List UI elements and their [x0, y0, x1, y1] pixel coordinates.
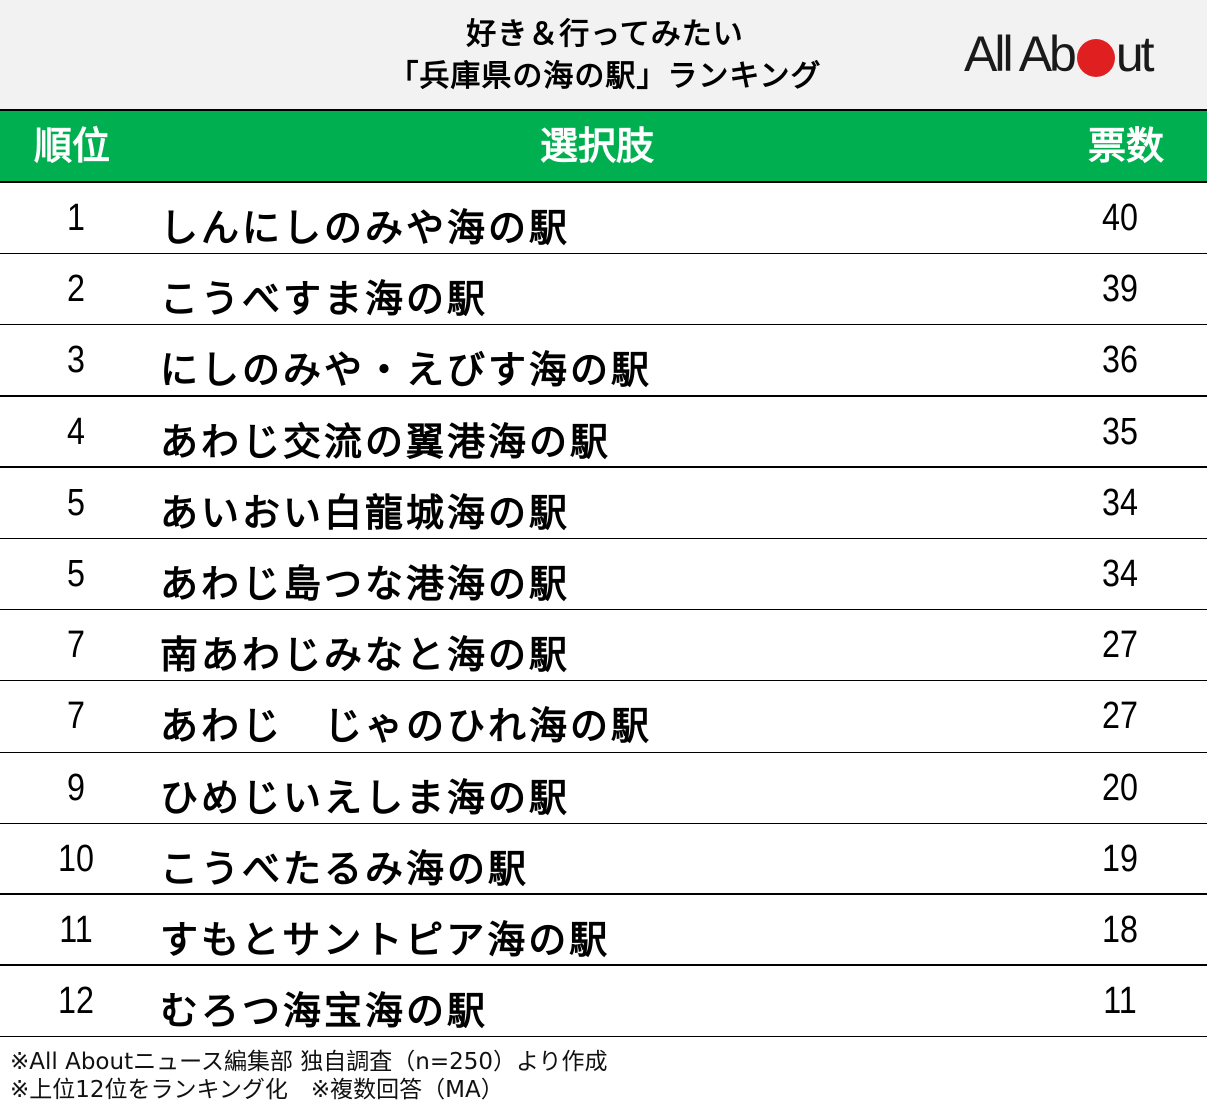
votes-cell: 27	[1102, 695, 1138, 738]
logo-red-dot-icon	[1076, 39, 1115, 77]
page-title: 好き＆行ってみたい 「兵庫県の海の駅」ランキング	[300, 14, 910, 98]
title-line-1: 好き＆行ってみたい	[466, 17, 744, 52]
header-rank: 順位	[34, 124, 111, 168]
title-area: 好き＆行ってみたい 「兵庫県の海の駅」ランキング All Ab ut	[0, 0, 1207, 111]
footnotes: ※All Aboutニュース編集部 独自調査（n=250）より作成 ※上位12位…	[10, 1048, 608, 1104]
table-row: 12 むろつ海宝海の駅 11	[0, 966, 1207, 1038]
rank-cell: 5	[67, 481, 85, 524]
name-cell: あわじ島つな港海の駅	[160, 561, 571, 606]
table-header: 順位 選択肢 票数	[0, 111, 1207, 183]
rank-cell: 4	[67, 410, 85, 453]
rank-cell: 5	[67, 552, 85, 595]
logo-text-before: All Ab	[964, 26, 1077, 82]
table-row: 9 ひめじいえしま海の駅 20	[0, 753, 1207, 824]
table-row: 10 こうべたるみ海の駅 19	[0, 824, 1207, 895]
footnote-ranking: ※上位12位をランキング化 ※複数回答（MA）	[10, 1077, 504, 1103]
votes-cell: 40	[1102, 197, 1138, 239]
table-row: 5 あわじ島つな港海の駅 34	[0, 539, 1207, 611]
votes-cell: 34	[1102, 481, 1138, 524]
name-cell: すもとサントピア海の駅	[160, 917, 611, 962]
table-row: 7 あわじ じゃのひれ海の駅 27	[0, 681, 1207, 753]
name-cell: しんにしのみや海の駅	[160, 206, 571, 250]
footnote-survey: ※All Aboutニュース編集部 独自調査（n=250）より作成	[10, 1049, 608, 1075]
name-cell: にしのみや・えびす海の駅	[160, 348, 653, 393]
rank-cell: 2	[67, 268, 85, 311]
votes-cell: 18	[1102, 908, 1138, 951]
rank-cell: 3	[67, 339, 85, 382]
votes-cell: 19	[1102, 837, 1138, 880]
name-cell: ひめじいえしま海の駅	[160, 775, 571, 820]
votes-cell: 34	[1102, 552, 1138, 595]
rank-cell: 12	[58, 980, 94, 1023]
name-cell: むろつ海宝海の駅	[160, 989, 489, 1034]
table-row: 7 南あわじみなと海の駅 27	[0, 610, 1207, 682]
name-cell: こうべたるみ海の駅	[160, 846, 530, 891]
votes-cell: 20	[1102, 766, 1138, 809]
rank-cell: 11	[59, 908, 93, 951]
table-row: 2 こうべすま海の駅 39	[0, 254, 1207, 326]
all-about-logo: All Ab ut	[964, 26, 1155, 82]
table-row: 3 にしのみや・えびす海の駅 36	[0, 325, 1207, 397]
rank-cell: 7	[67, 695, 85, 738]
votes-cell: 11	[1103, 980, 1137, 1023]
table-row: 1 しんにしのみや海の駅 40	[0, 183, 1207, 255]
table-row: 4 あわじ交流の翼港海の駅 35	[0, 397, 1207, 468]
name-cell: 南あわじみなと海の駅	[160, 633, 571, 678]
votes-cell: 35	[1102, 410, 1138, 453]
votes-cell: 27	[1102, 624, 1138, 667]
header-votes: 票数	[1088, 124, 1165, 168]
name-cell: あわじ じゃのひれ海の駅	[160, 704, 653, 749]
name-cell: こうべすま海の駅	[160, 277, 489, 322]
title-line-2: 「兵庫県の海の駅」ランキング	[388, 59, 822, 94]
table-body: 1 しんにしのみや海の駅 40 2 こうべすま海の駅 39 3 にしのみや・えび…	[0, 183, 1207, 1038]
rank-cell: 7	[67, 624, 85, 667]
logo-text-after: ut	[1115, 26, 1155, 82]
votes-cell: 36	[1102, 339, 1138, 382]
header-choice: 選択肢	[540, 124, 655, 168]
table-row: 11 すもとサントピア海の駅 18	[0, 895, 1207, 967]
table-row: 5 あいおい白龍城海の駅 34	[0, 468, 1207, 539]
name-cell: あいおい白龍城海の駅	[160, 490, 571, 535]
name-cell: あわじ交流の翼港海の駅	[160, 419, 612, 464]
rank-cell: 10	[58, 837, 94, 880]
rank-cell: 1	[67, 197, 85, 239]
rank-cell: 9	[67, 766, 85, 809]
votes-cell: 39	[1102, 268, 1138, 311]
